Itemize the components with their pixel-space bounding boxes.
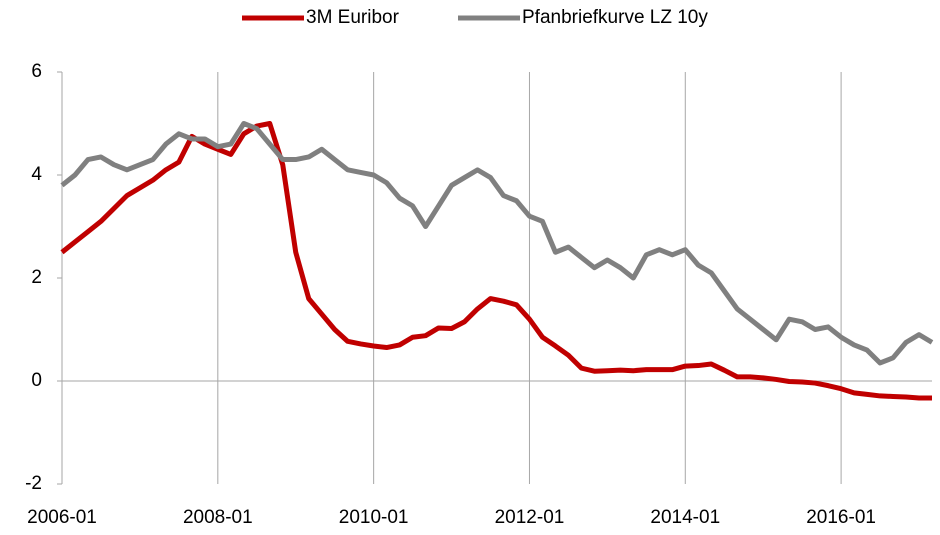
line-series bbox=[60, 121, 934, 366]
x-tick-label: 2014-01 bbox=[650, 507, 720, 528]
y-tick-label: 4 bbox=[31, 164, 42, 185]
legend-label: 3M Euribor bbox=[306, 7, 400, 28]
x-tick-label: 2016-01 bbox=[806, 507, 876, 528]
y-tick-label: 2 bbox=[31, 267, 42, 288]
x-tick-label: 2006-01 bbox=[27, 507, 97, 528]
y-tick-label: 6 bbox=[31, 61, 42, 82]
legend-label: Pfanbriefkurve LZ 10y bbox=[522, 7, 708, 28]
y-tick-label: 0 bbox=[31, 370, 42, 391]
x-tick-label: 2008-01 bbox=[183, 507, 253, 528]
line-series bbox=[60, 121, 932, 401]
x-tick-label: 2012-01 bbox=[495, 507, 565, 528]
y-tick-label: -2 bbox=[25, 473, 42, 494]
x-tick-label: 2010-01 bbox=[339, 507, 409, 528]
